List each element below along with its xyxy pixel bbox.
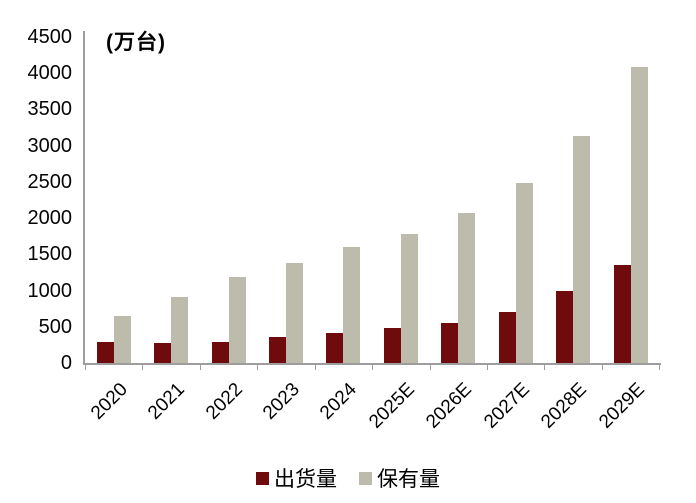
bar-ownership-2022	[228, 276, 246, 363]
bar-ownership-2027e	[515, 182, 533, 363]
x-axis-tick-mark	[659, 365, 661, 370]
bar-shipments-2026e	[441, 322, 459, 363]
x-axis-tick-label: 2021	[144, 379, 189, 424]
y-axis-tick-label: 4500	[27, 26, 73, 48]
x-axis-tick-mark	[601, 365, 603, 370]
y-axis-tick-label: 0	[60, 352, 72, 374]
x-axis-tick-label: 2026E	[422, 379, 477, 433]
bar-ownership-2024	[343, 247, 361, 363]
legend-label-shipments: 出货量	[274, 468, 337, 491]
bar-ownership-2020	[113, 315, 131, 363]
x-axis-tick-mark	[487, 365, 488, 370]
x-axis-tick-mark	[429, 365, 431, 370]
legend-swatch-ownership	[359, 471, 372, 485]
unit-label: (万台)	[106, 31, 166, 54]
legend-item-shipments: 出货量	[256, 463, 337, 493]
bar-shipments-2025e	[383, 328, 401, 363]
bar-ownership-2026e	[458, 213, 476, 363]
x-axis-line	[83, 363, 661, 365]
legend: 出货量 保有量	[0, 463, 696, 493]
x-axis-tick-mark	[85, 365, 86, 370]
bar-shipments-2028e	[556, 290, 574, 363]
x-axis-tick-label: 2028E	[537, 379, 591, 433]
y-axis-tick-label: 2500	[27, 170, 73, 193]
bar-ownership-2028e	[573, 136, 591, 363]
bar-ownership-2023	[286, 262, 303, 363]
y-axis-tick-label: 1500	[27, 243, 73, 266]
x-axis-tick-mark	[372, 365, 374, 370]
y-axis-tick-label: 3500	[27, 98, 73, 121]
y-axis-tick-label: 4000	[27, 62, 73, 85]
y-axis-line	[83, 31, 85, 365]
bar-shipments-2023	[269, 336, 286, 363]
y-axis-tick-label: 500	[38, 315, 72, 338]
x-axis-tick-label: 2029E	[594, 379, 649, 433]
bar-shipments-2021	[154, 343, 172, 363]
x-axis-tick-mark	[314, 365, 316, 370]
x-axis-tick-mark	[544, 365, 546, 370]
bar-shipments-2027e	[498, 312, 516, 363]
legend-swatch-shipments	[256, 471, 269, 485]
bar-ownership-2029e	[630, 67, 648, 363]
y-axis-tick-label: 2000	[27, 207, 73, 230]
bar-ownership-2025e	[400, 234, 418, 363]
bar-shipments-2022	[211, 341, 229, 363]
x-axis-tick-label: 2022	[201, 379, 247, 424]
x-axis-tick-label: 2020	[86, 379, 132, 424]
x-axis-tick-mark	[199, 365, 201, 370]
x-axis-tick-label: 2024	[316, 379, 362, 424]
bar-ownership-2021	[171, 297, 189, 363]
x-axis-tick-label: 2025E	[365, 379, 419, 433]
bar-shipments-2020	[96, 341, 114, 363]
legend-label-ownership: 保有量	[377, 468, 440, 491]
x-axis-tick-mark	[257, 365, 259, 370]
y-axis-tick-label: 1000	[27, 279, 73, 302]
x-axis-tick-label: 2023	[259, 379, 304, 424]
bar-shipments-2024	[326, 333, 344, 363]
x-axis-tick-label: 2027E	[479, 379, 534, 433]
x-axis-tick-mark	[142, 365, 144, 370]
y-axis-tick-label: 3000	[27, 134, 73, 157]
bar-shipments-2029e	[613, 265, 631, 363]
legend-item-ownership: 保有量	[359, 463, 440, 493]
